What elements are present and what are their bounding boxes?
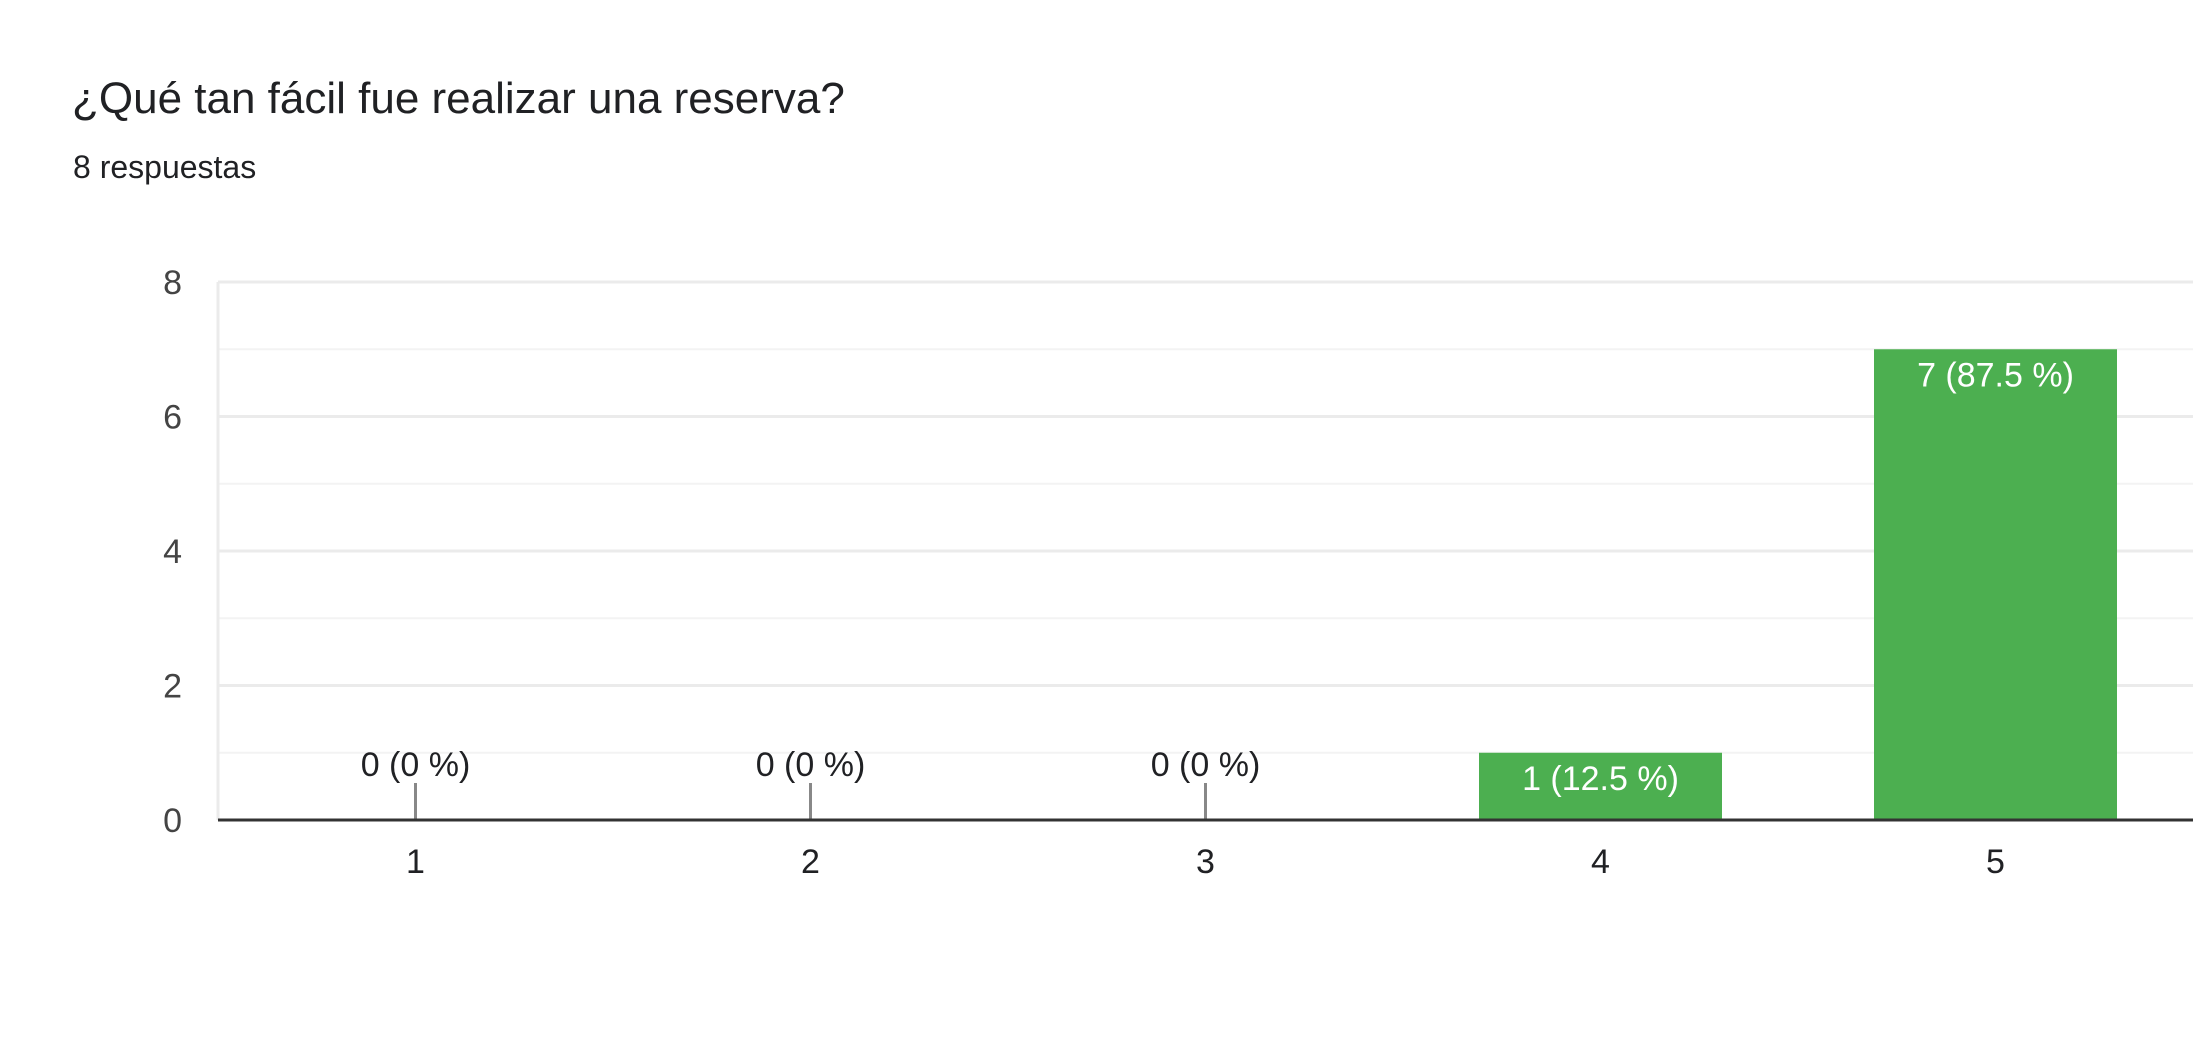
x-tick-label: 3 bbox=[1196, 843, 1215, 881]
y-tick-label: 0 bbox=[163, 802, 182, 840]
data-label: 1 (12.5 %) bbox=[1522, 760, 1679, 798]
bar bbox=[1479, 752, 1722, 820]
data-label: 7 (87.5 %) bbox=[1917, 356, 2074, 394]
y-tick-label: 2 bbox=[163, 668, 182, 706]
data-label: 0 (0 %) bbox=[1151, 746, 1261, 784]
y-tick-label: 6 bbox=[163, 399, 182, 437]
y-tick-label: 8 bbox=[163, 264, 182, 302]
x-tick-label: 4 bbox=[1591, 843, 1610, 881]
response-count: 8 respuestas bbox=[73, 149, 257, 185]
x-tick-label: 2 bbox=[801, 843, 820, 881]
bar bbox=[1874, 349, 2117, 820]
question-title: ¿Qué tan fácil fue realizar una reserva? bbox=[72, 74, 845, 123]
y-tick-label: 4 bbox=[163, 533, 182, 571]
data-label: 0 (0 %) bbox=[361, 746, 471, 784]
data-label: 0 (0 %) bbox=[756, 746, 866, 784]
x-tick-label: 1 bbox=[406, 843, 425, 881]
x-tick-label: 5 bbox=[1986, 843, 2005, 881]
